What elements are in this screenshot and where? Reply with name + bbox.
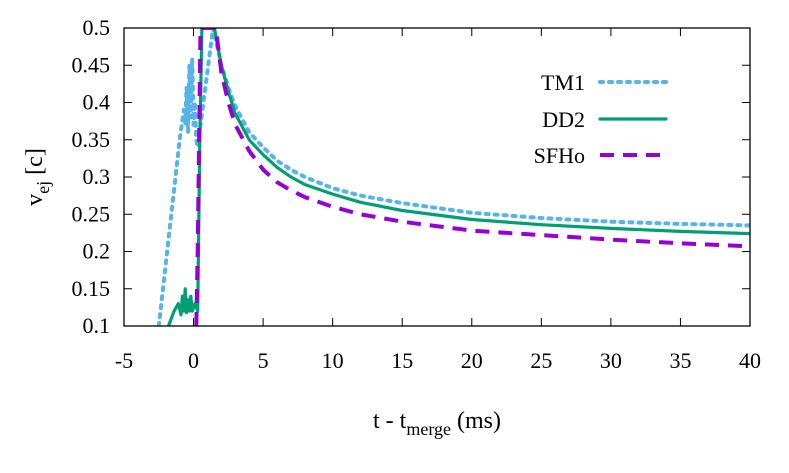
x-tick-label: -5 [115,348,133,373]
series-line-tm1 [156,28,750,326]
legend-label-dd2: DD2 [542,107,585,132]
x-axis-label-tail: (ms) [451,408,501,434]
series-layer [156,28,750,326]
x-tick-label: 35 [669,348,691,373]
x-tick-label: 30 [600,348,622,373]
legend-label-sfho: SFHo [534,143,585,168]
series-line-sfho [194,28,750,326]
x-tick-label: 20 [461,348,483,373]
y-tick-label: 0.1 [83,313,111,338]
y-tick-label: 0.4 [83,90,111,115]
y-tick-label: 0.45 [72,52,111,77]
ticklabel-layer: -5 0 5 10 15 20 25 30 35 40 0.1 0.15 0.2 0.25 0.3 0.35 0… [72,15,762,373]
legend-label-tm1: TM1 [541,70,585,95]
y-axis-label-sub: ej [33,181,53,194]
x-tick-label: 15 [391,348,413,373]
y-tick-label: 0.2 [83,239,111,264]
x-tick-label: 5 [258,348,269,373]
ticks-layer [123,27,751,327]
y-tick-label: 0.5 [83,15,111,40]
x-tick-label: 40 [739,348,761,373]
x-axis-label: t - tmerge (ms) [373,408,501,439]
x-tick-label: 10 [322,348,344,373]
series-line-dd2 [166,28,750,326]
x-axis-label-main: t - t [373,408,407,434]
y-tick-label: 0.15 [72,276,111,301]
y-tick-label: 0.25 [72,201,111,226]
plot-frame [123,27,751,327]
y-axis-label: vej [c] [22,148,53,206]
y-axis-label-main: v [22,194,48,206]
x-tick-label: 0 [188,348,199,373]
x-tick-label: 25 [530,348,552,373]
y-axis-label-tail: [c] [22,148,48,181]
y-tick-label: 0.35 [72,127,111,152]
legend: TM1 DD2 SFHo [534,70,668,168]
x-axis-label-sub: merge [406,419,451,439]
y-tick-label: 0.3 [83,164,111,189]
